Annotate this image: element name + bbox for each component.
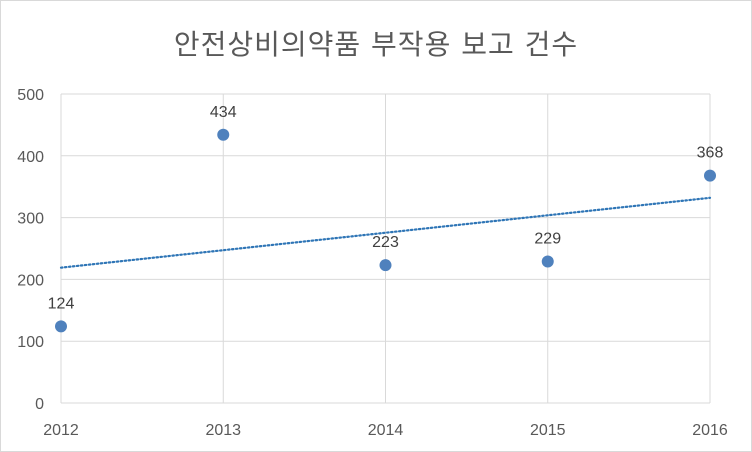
data-point bbox=[217, 128, 230, 141]
data-label: 223 bbox=[372, 234, 399, 251]
data-label: 368 bbox=[697, 145, 724, 162]
y-tick-label: 400 bbox=[17, 149, 44, 166]
x-tick-label: 2016 bbox=[692, 422, 728, 439]
data-label: 434 bbox=[210, 104, 237, 121]
data-point bbox=[541, 255, 554, 268]
y-tick-label: 300 bbox=[17, 211, 44, 228]
y-tick-label: 0 bbox=[35, 396, 44, 413]
data-point bbox=[379, 259, 392, 272]
y-tick-label: 200 bbox=[17, 272, 44, 289]
gridlines bbox=[60, 93, 711, 404]
y-tick-label: 500 bbox=[17, 87, 44, 104]
x-tick-label: 2015 bbox=[530, 422, 566, 439]
x-tick-label: 2012 bbox=[43, 422, 79, 439]
x-tick-label: 2013 bbox=[205, 422, 241, 439]
data-point bbox=[704, 169, 716, 182]
data-label: 229 bbox=[534, 230, 561, 247]
data-point bbox=[55, 320, 67, 333]
data-points bbox=[55, 128, 716, 333]
axis-labels: 0 100 200 300 400 500 2012 2013 2014 2015 2016 124 4… bbox=[17, 87, 728, 439]
data-label: 124 bbox=[48, 295, 75, 312]
x-tick-label: 2014 bbox=[368, 422, 404, 439]
y-tick-label: 100 bbox=[17, 334, 44, 351]
chart-title: 안전상비의약품 부작용 보고 건수 bbox=[173, 28, 579, 61]
trendline bbox=[59, 196, 712, 269]
trendline-layer bbox=[59, 196, 712, 269]
